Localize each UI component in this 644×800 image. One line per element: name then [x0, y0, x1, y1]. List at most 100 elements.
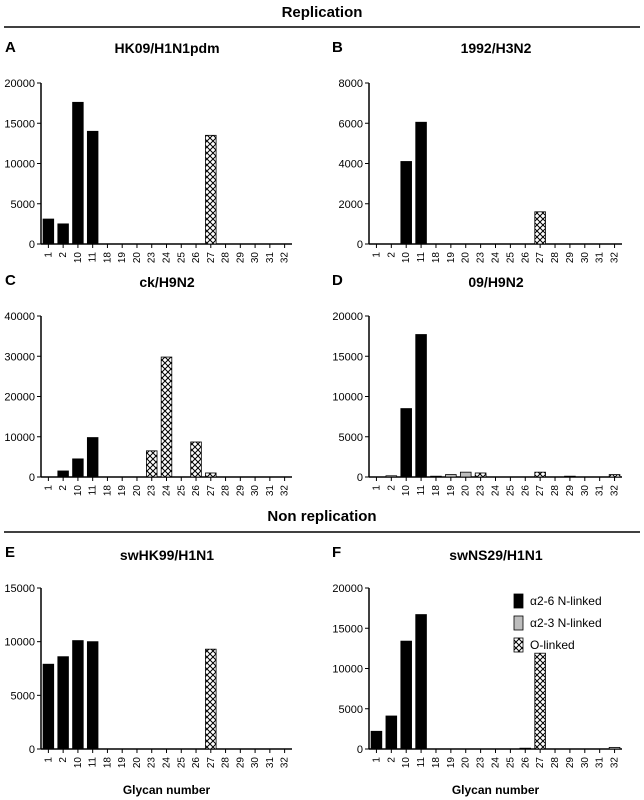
- x-tick-label: 19: [446, 252, 457, 264]
- bar-a26-2: [385, 715, 398, 750]
- x-tick-label: 27: [535, 485, 546, 497]
- x-tick-label: 25: [505, 757, 516, 769]
- bar-a26-10: [400, 640, 412, 750]
- x-tick-label: 1: [371, 485, 382, 491]
- chart-title: ck/H9N2: [139, 274, 194, 290]
- x-tick-label: 20: [132, 757, 143, 769]
- x-tick-label: 11: [416, 757, 427, 768]
- bar-a26-10: [72, 101, 84, 245]
- bar-a23-2: [385, 475, 398, 478]
- y-tick-label: 10000: [332, 664, 363, 676]
- legend-item-label: α2-3 N-linked: [530, 616, 602, 630]
- panel-letter: E: [5, 544, 15, 561]
- x-tick-label: 26: [191, 252, 202, 264]
- x-tick-label: 28: [550, 252, 561, 264]
- y-tick-label: 6000: [339, 118, 363, 130]
- x-tick-label: 11: [88, 485, 99, 496]
- x-tick-label: 11: [88, 252, 99, 263]
- y-tick-label: 10000: [4, 432, 35, 444]
- x-tick-label: 26: [520, 252, 531, 264]
- x-tick-label: 30: [250, 485, 261, 497]
- x-tick-label: 20: [132, 252, 143, 264]
- x-tick-label: 26: [191, 485, 202, 497]
- x-tick-label: 25: [176, 757, 187, 769]
- x-tick-label: 32: [280, 485, 291, 497]
- x-tick-label: 24: [162, 252, 173, 264]
- x-tick-label: 31: [595, 757, 606, 769]
- y-tick-label: 15000: [332, 351, 363, 363]
- y-tick-label: 0: [357, 472, 363, 484]
- y-tick-label: 40000: [4, 311, 35, 323]
- x-tick-label: 26: [520, 757, 531, 769]
- bar-o-29: [564, 475, 576, 478]
- x-tick-label: 1: [43, 485, 54, 491]
- x-tick-label: 20: [461, 252, 472, 264]
- legend: α2-6 N-linked α2-3 N-linked O-linked: [513, 593, 602, 653]
- x-tick-label: 23: [476, 757, 487, 769]
- x-tick-label: 28: [550, 757, 561, 769]
- y-tick-label: 5000: [339, 704, 363, 716]
- x-tick-label: 20: [461, 485, 472, 497]
- y-tick-label: 4000: [339, 159, 363, 171]
- y-tick-label: 20000: [4, 78, 35, 90]
- x-tick-label: 18: [102, 252, 113, 264]
- x-tick-label: 2: [386, 485, 397, 491]
- panel-letter: D: [332, 272, 343, 289]
- x-tick-label: 2: [58, 485, 69, 491]
- x-tick-label: 24: [491, 757, 502, 769]
- bar-a26-10: [72, 458, 84, 478]
- bar-a26-11: [86, 437, 99, 478]
- x-tick-label: 10: [73, 757, 84, 769]
- x-tick-label: 2: [386, 757, 397, 763]
- x-tick-label: 23: [147, 252, 158, 264]
- panel-letter: A: [5, 39, 16, 56]
- x-tick-label: 10: [401, 252, 412, 264]
- x-tick-label: 31: [265, 485, 276, 497]
- bar-a26-11: [86, 641, 99, 750]
- x-tick-label: 19: [446, 485, 457, 497]
- legend-swatch: [513, 637, 524, 653]
- x-tick-label: 1: [43, 757, 54, 763]
- y-tick-label: 0: [29, 744, 35, 756]
- y-tick-label: 30000: [4, 351, 35, 363]
- y-tick-label: 10000: [332, 392, 363, 404]
- bar-o-23: [474, 472, 487, 478]
- x-tick-label: 18: [431, 252, 442, 264]
- x-tick-label: 28: [221, 252, 232, 264]
- bar-a26-11: [415, 614, 427, 750]
- y-tick-label: 0: [29, 239, 35, 251]
- chart-title: swHK99/H1N1: [120, 547, 214, 563]
- bar-a26-11: [86, 130, 99, 245]
- x-tick-label: 31: [595, 252, 606, 264]
- bar-a26-11: [415, 334, 427, 478]
- bar-a26-10: [400, 161, 412, 245]
- y-tick-label: 5000: [11, 690, 35, 702]
- bar-o-27: [534, 471, 546, 478]
- x-tick-label: 30: [250, 252, 261, 264]
- x-tick-label: 11: [88, 757, 99, 768]
- bar-a23-26: [519, 747, 532, 750]
- x-tick-label: 26: [191, 757, 202, 769]
- x-tick-label: 23: [147, 485, 158, 497]
- x-tick-label: 32: [610, 252, 621, 264]
- chart-title: HK09/H1N1pdm: [114, 40, 219, 56]
- x-tick-label: 23: [476, 485, 487, 497]
- x-tick-label: 29: [565, 757, 576, 769]
- x-tick-label: 10: [401, 485, 412, 497]
- x-tick-label: 1: [43, 252, 54, 258]
- y-tick-label: 10000: [4, 637, 35, 649]
- section-title-replication: Replication: [282, 4, 363, 21]
- y-tick-label: 0: [29, 472, 35, 484]
- bar-a23-32: [608, 746, 621, 750]
- x-tick-label: 19: [446, 757, 457, 769]
- x-tick-label: 2: [58, 252, 69, 258]
- x-tick-label: 24: [162, 757, 173, 769]
- x-tick-label: 19: [117, 757, 128, 769]
- x-axis-label: Glycan number: [452, 783, 540, 797]
- x-tick-label: 27: [535, 757, 546, 769]
- x-tick-label: 27: [535, 252, 546, 264]
- x-tick-label: 24: [162, 485, 173, 497]
